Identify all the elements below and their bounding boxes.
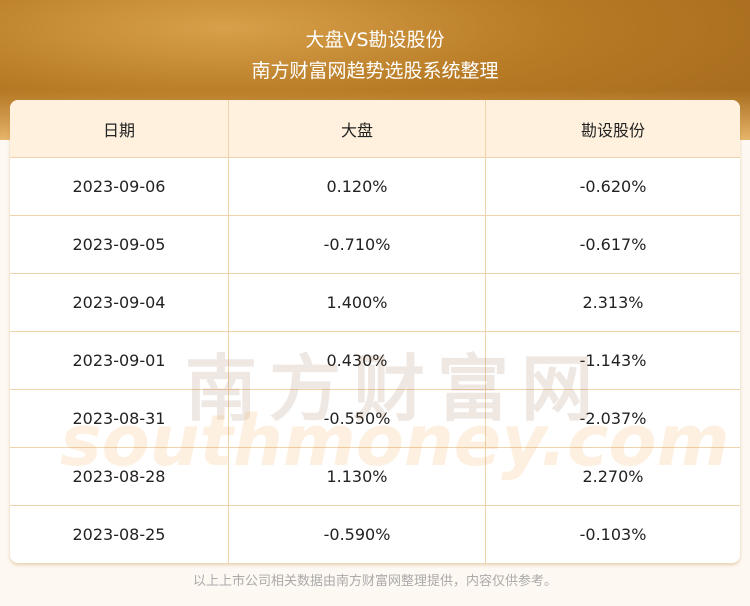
table-row: 2023-08-31 -0.550% -2.037% — [10, 389, 740, 447]
date-cell: 2023-09-05 — [72, 235, 166, 254]
page-subtitle: 南方财富网趋势选股系统整理 — [251, 60, 499, 82]
market-cell: 1.130% — [228, 448, 485, 505]
stock-cell: 2.313% — [485, 274, 740, 331]
market-cell: -0.550% — [228, 390, 485, 447]
stock-cell: -0.617% — [485, 216, 740, 273]
column-header-stock: 勘设股份 — [485, 100, 740, 157]
date-cell: 2023-08-31 — [72, 409, 166, 428]
table-row: 2023-09-05 -0.710% -0.617% — [10, 215, 740, 273]
table-header: 日期 大盘 勘设股份 — [10, 100, 740, 157]
stock-cell: -0.103% — [485, 506, 740, 563]
stock-cell: -0.620% — [485, 158, 740, 215]
date-cell: 2023-09-04 — [72, 293, 166, 312]
comparison-table: 日期 大盘 勘设股份 2023-09-06 0.120% -0.620% 2023-0… — [10, 100, 740, 563]
footer-note: 以上上市公司相关数据由南方财富网整理提供，内容仅供参考。 — [192, 574, 557, 589]
market-cell: -0.710% — [228, 216, 485, 273]
market-cell: -0.590% — [228, 506, 485, 563]
table-row: 2023-09-01 0.430% -1.143% — [10, 331, 740, 389]
date-cell: 2023-08-25 — [72, 525, 166, 544]
stock-cell: -2.037% — [485, 390, 740, 447]
stock-cell: -1.143% — [485, 332, 740, 389]
page-title: 大盘VS勘设股份 — [305, 29, 445, 51]
table-row: 2023-08-28 1.130% 2.270% — [10, 447, 740, 505]
column-header-date: 日期 — [102, 120, 135, 140]
table-row: 2023-08-25 -0.590% -0.103% — [10, 505, 740, 563]
stock-cell: 2.270% — [485, 448, 740, 505]
date-cell: 2023-09-06 — [72, 177, 166, 196]
date-cell: 2023-08-28 — [72, 467, 166, 486]
market-cell: 0.430% — [228, 332, 485, 389]
date-cell: 2023-09-01 — [72, 351, 166, 370]
market-cell: 1.400% — [228, 274, 485, 331]
table-row: 2023-09-04 1.400% 2.313% — [10, 273, 740, 331]
table-row: 2023-09-06 0.120% -0.620% — [10, 157, 740, 215]
column-header-market: 大盘 — [228, 100, 485, 157]
market-cell: 0.120% — [228, 158, 485, 215]
